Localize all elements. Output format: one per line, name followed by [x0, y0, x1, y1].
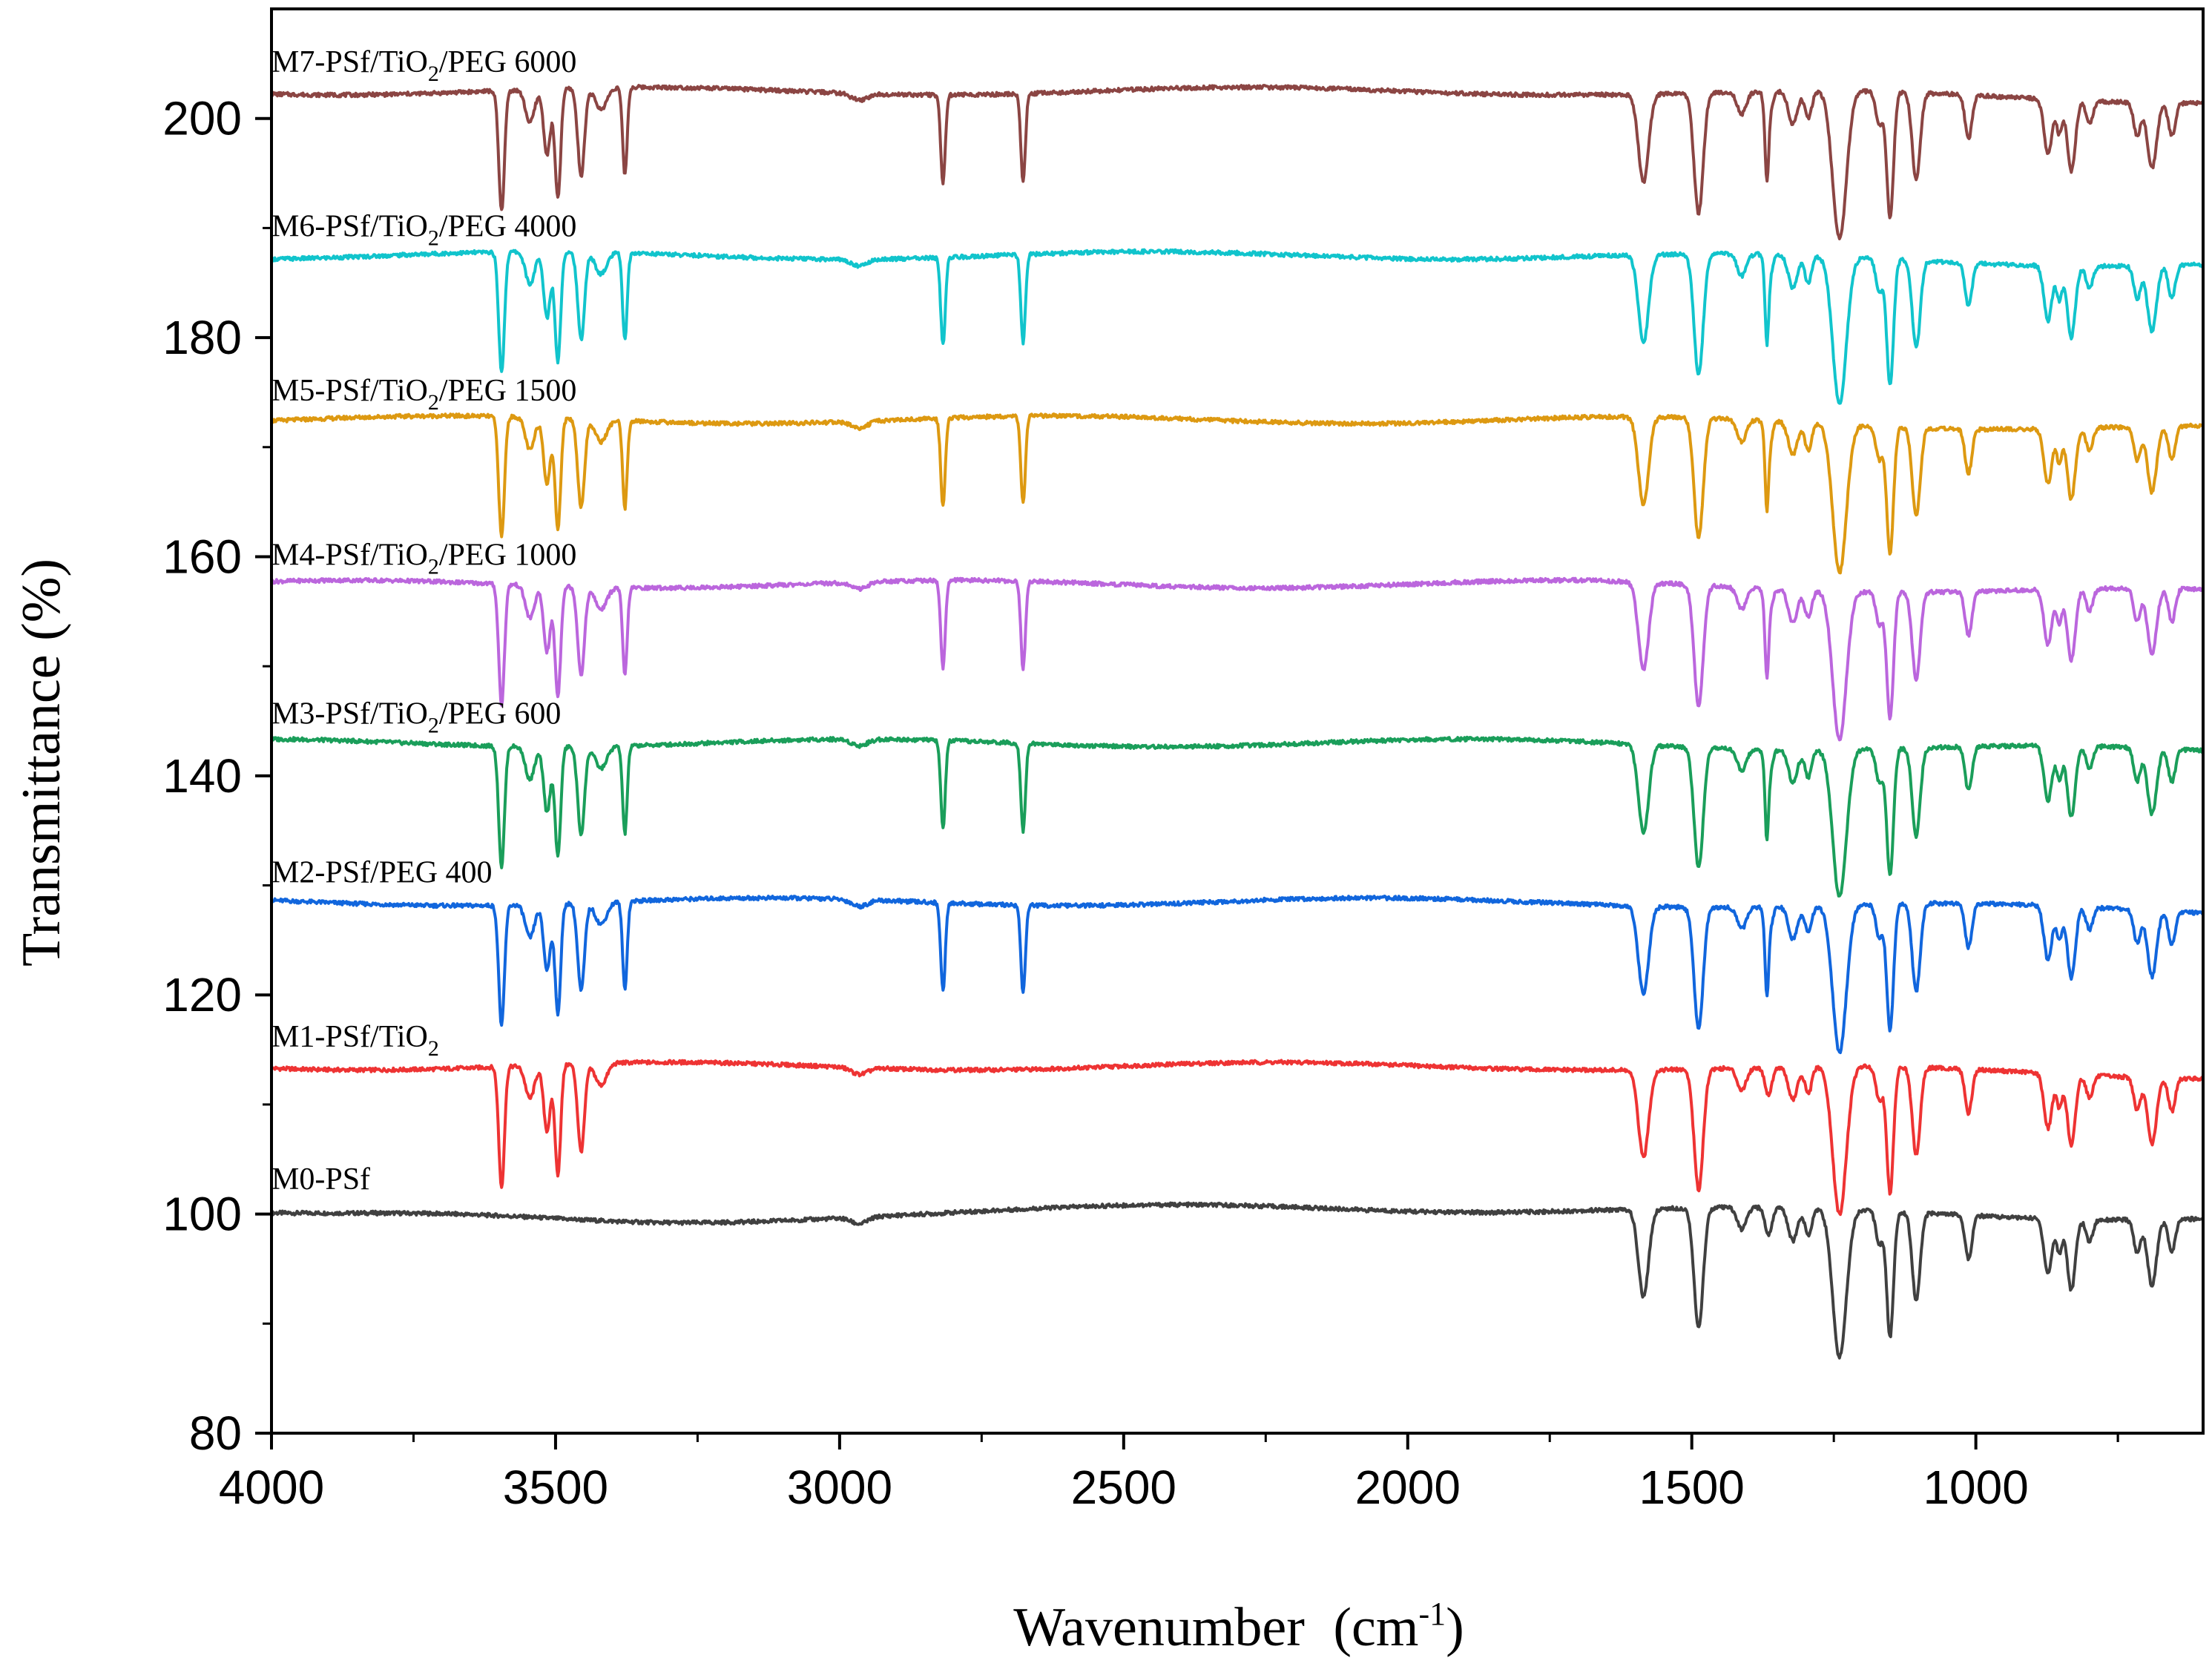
x-axis-title-unit: (cm — [1333, 1597, 1418, 1658]
series-label-subscript: 2 — [428, 554, 439, 579]
plot-frame — [270, 7, 2205, 1435]
series-label-subscript: 2 — [428, 714, 439, 738]
series-label-subscript: 2 — [428, 226, 439, 250]
series-label: M6-PSf/TiO2/PEG 4000 — [271, 209, 576, 250]
x-tick-label: 1500 — [1639, 1461, 1745, 1514]
x-axis: 4000 3500 3000 2500 2000 1500 1000 — [219, 1433, 2119, 1514]
y-tick-label: 120 — [162, 968, 242, 1021]
y-axis: 80 100 120 140 160 180 200 — [162, 92, 271, 1460]
series-label-suffix: /PEG 6000 — [439, 45, 577, 79]
series-label-suffix: /PEG 1000 — [439, 538, 577, 572]
x-tick-label: 3500 — [503, 1461, 608, 1514]
series-label-text: M4-PSf/TiO — [271, 538, 428, 572]
series-label-suffix: /PEG 600 — [439, 697, 562, 731]
y-tick-label: 180 — [162, 311, 242, 364]
x-tick-label: 3000 — [787, 1461, 892, 1514]
series-label: M1-PSf/TiO2 — [271, 1020, 439, 1061]
x-axis-title-unit-exponent: -1 — [1418, 1596, 1446, 1632]
series-label-suffix: /PEG 4000 — [439, 209, 577, 243]
series-label: M3-PSf/TiO2/PEG 600 — [271, 697, 561, 738]
series-label-text: M6-PSf/TiO — [271, 209, 428, 243]
x-tick-label: 2500 — [1071, 1461, 1176, 1514]
x-axis-title-unit-close: ) — [1446, 1597, 1464, 1658]
series-label: M2-PSf/PEG 400 — [271, 856, 493, 890]
series-line — [271, 895, 2204, 1054]
x-axis-title-main: Wavenumber — [1013, 1597, 1305, 1658]
series-label-text: M7-PSf/TiO — [271, 45, 428, 79]
y-tick-label: 140 — [162, 749, 242, 803]
series-label-text: M3-PSf/TiO — [271, 697, 428, 731]
series-label-subscript: 2 — [428, 1036, 439, 1061]
series-line — [270, 576, 2205, 742]
series-label: M7-PSf/TiO2/PEG 6000 — [271, 45, 576, 86]
series-label: M5-PSf/TiO2/PEG 1500 — [271, 374, 576, 415]
series-label-text: M1-PSf/TiO — [271, 1020, 428, 1054]
series-line — [271, 84, 2205, 240]
x-axis-title: Wavenumber (cm-1) — [1013, 1596, 1464, 1658]
y-tick-label: 200 — [162, 92, 242, 145]
y-tick-label: 80 — [189, 1406, 242, 1460]
x-tick-label: 2000 — [1355, 1461, 1461, 1514]
series-label: M0-PSf — [271, 1162, 370, 1197]
series-label-subscript: 2 — [428, 390, 439, 415]
series-label: M4-PSf/TiO2/PEG 1000 — [271, 538, 576, 579]
series-label-subscript: 2 — [428, 62, 439, 86]
series-label-text: M0-PSf — [271, 1162, 370, 1197]
series-line — [270, 248, 2204, 405]
x-tick-label: 1000 — [1923, 1461, 2028, 1514]
series-line — [270, 1201, 2204, 1360]
series-line — [270, 735, 2205, 898]
series-line — [271, 412, 2204, 575]
y-axis-title: Transmittance (%) — [11, 559, 72, 967]
series-line — [270, 1059, 2204, 1217]
y-tick-label: 100 — [162, 1188, 242, 1241]
x-tick-label: 4000 — [219, 1461, 324, 1514]
y-tick-label: 160 — [162, 530, 242, 583]
series-label-text: M5-PSf/TiO — [271, 374, 428, 408]
series-label-suffix: /PEG 1500 — [439, 374, 577, 408]
spectra-traces — [270, 84, 2205, 1360]
series-label-text: M2-PSf/PEG 400 — [271, 856, 493, 890]
